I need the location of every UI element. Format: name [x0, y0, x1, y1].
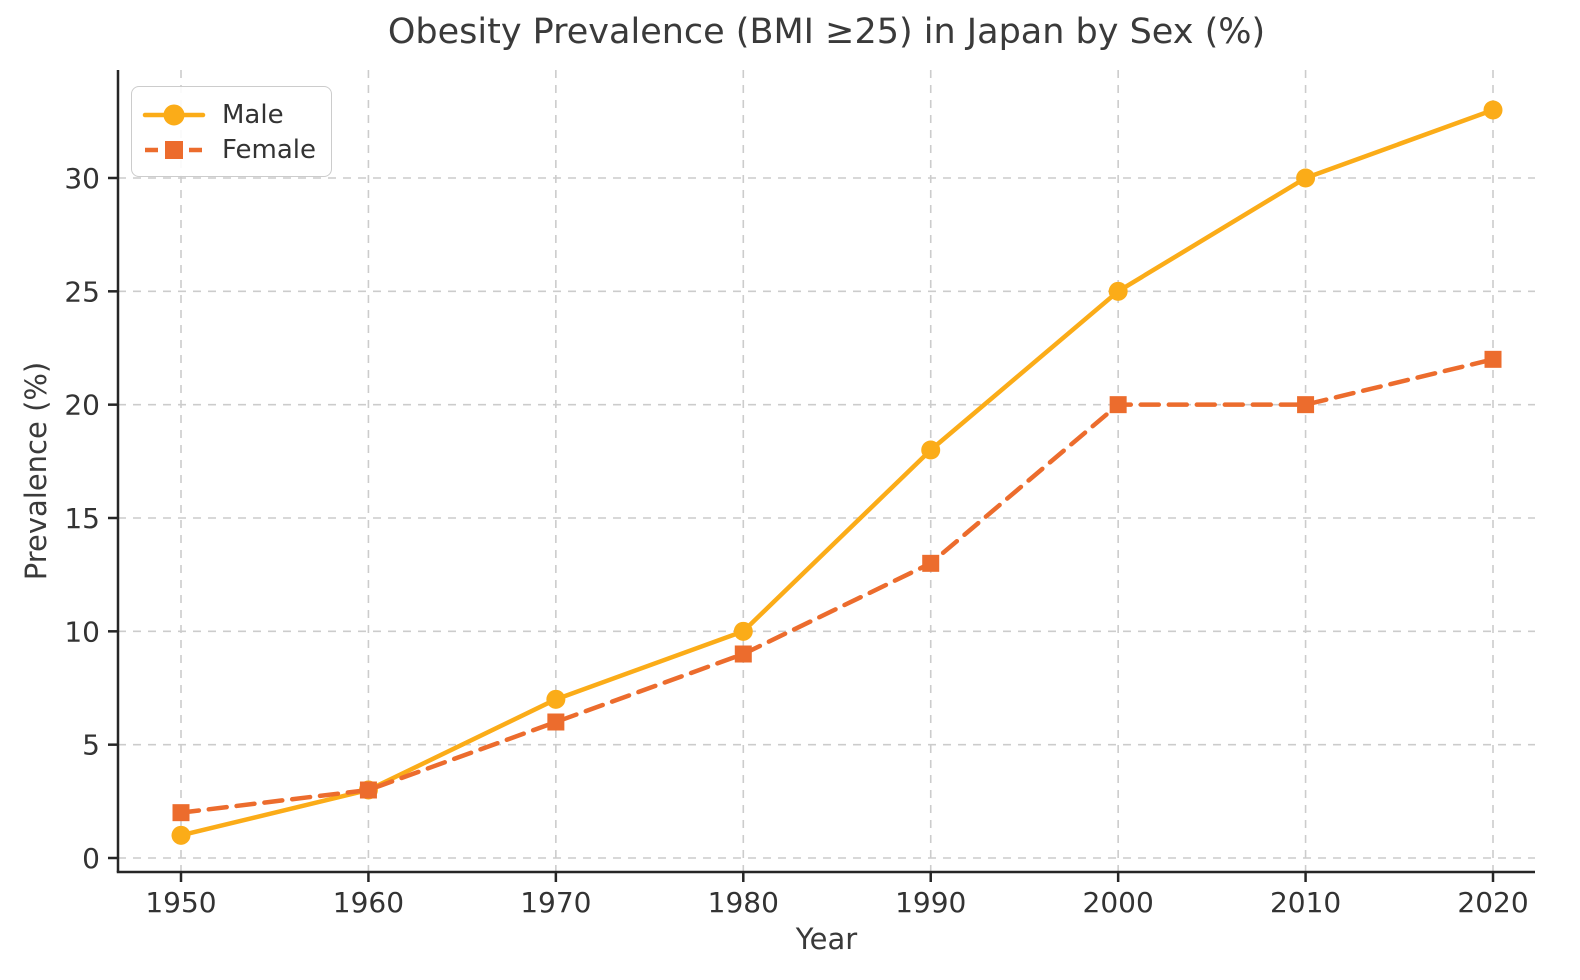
y-tick-label: 5 [82, 729, 100, 762]
legend: Male Female [131, 86, 332, 177]
y-tick-label: 15 [64, 502, 100, 535]
female-marker [1297, 396, 1315, 414]
y-tick-label: 20 [64, 389, 100, 422]
x-tick-label: 1980 [708, 886, 779, 919]
male-marker [1108, 281, 1128, 301]
female-line [178, 357, 1496, 815]
y-tick-label: 25 [64, 275, 100, 308]
y-tick-label: 0 [82, 842, 100, 875]
female-marker [1109, 396, 1127, 414]
legend-label-male: Male [222, 99, 284, 130]
female-marker [359, 781, 377, 799]
female-marker [547, 713, 565, 731]
legend-item-male: Male [142, 98, 317, 132]
male-marker [171, 825, 191, 845]
x-tick-label: 2010 [1270, 886, 1341, 919]
x-tick-label: 1990 [895, 886, 966, 919]
female-marker [1484, 350, 1502, 368]
female-marker [734, 645, 752, 663]
male-marker [546, 689, 566, 709]
male-marker [1483, 100, 1503, 120]
y-axis-title: Prevalence (%) [19, 361, 53, 581]
male-marker [921, 440, 941, 460]
legend-item-female: Female [142, 133, 317, 167]
x-tick-label: 2020 [1457, 886, 1528, 919]
female-line-sample-icon [145, 141, 203, 160]
x-tick-label: 1970 [520, 886, 591, 919]
x-axis-title: Year [795, 922, 858, 956]
female-marker [172, 804, 190, 822]
male-marker [1296, 168, 1316, 188]
x-tick-label: 1960 [333, 886, 404, 919]
y-tick-label: 30 [64, 162, 100, 195]
chart-title: Obesity Prevalence (BMI ≥25) in Japan by… [387, 12, 1266, 52]
x-tick-label: 1950 [145, 886, 216, 919]
male-line [178, 107, 1496, 838]
x-tick-label: 2000 [1083, 886, 1154, 919]
male-line-sample-icon [142, 104, 206, 126]
male-marker [733, 621, 753, 641]
legend-label-female: Female [222, 135, 317, 166]
y-tick-label: 10 [64, 615, 100, 648]
female-marker [922, 554, 940, 572]
